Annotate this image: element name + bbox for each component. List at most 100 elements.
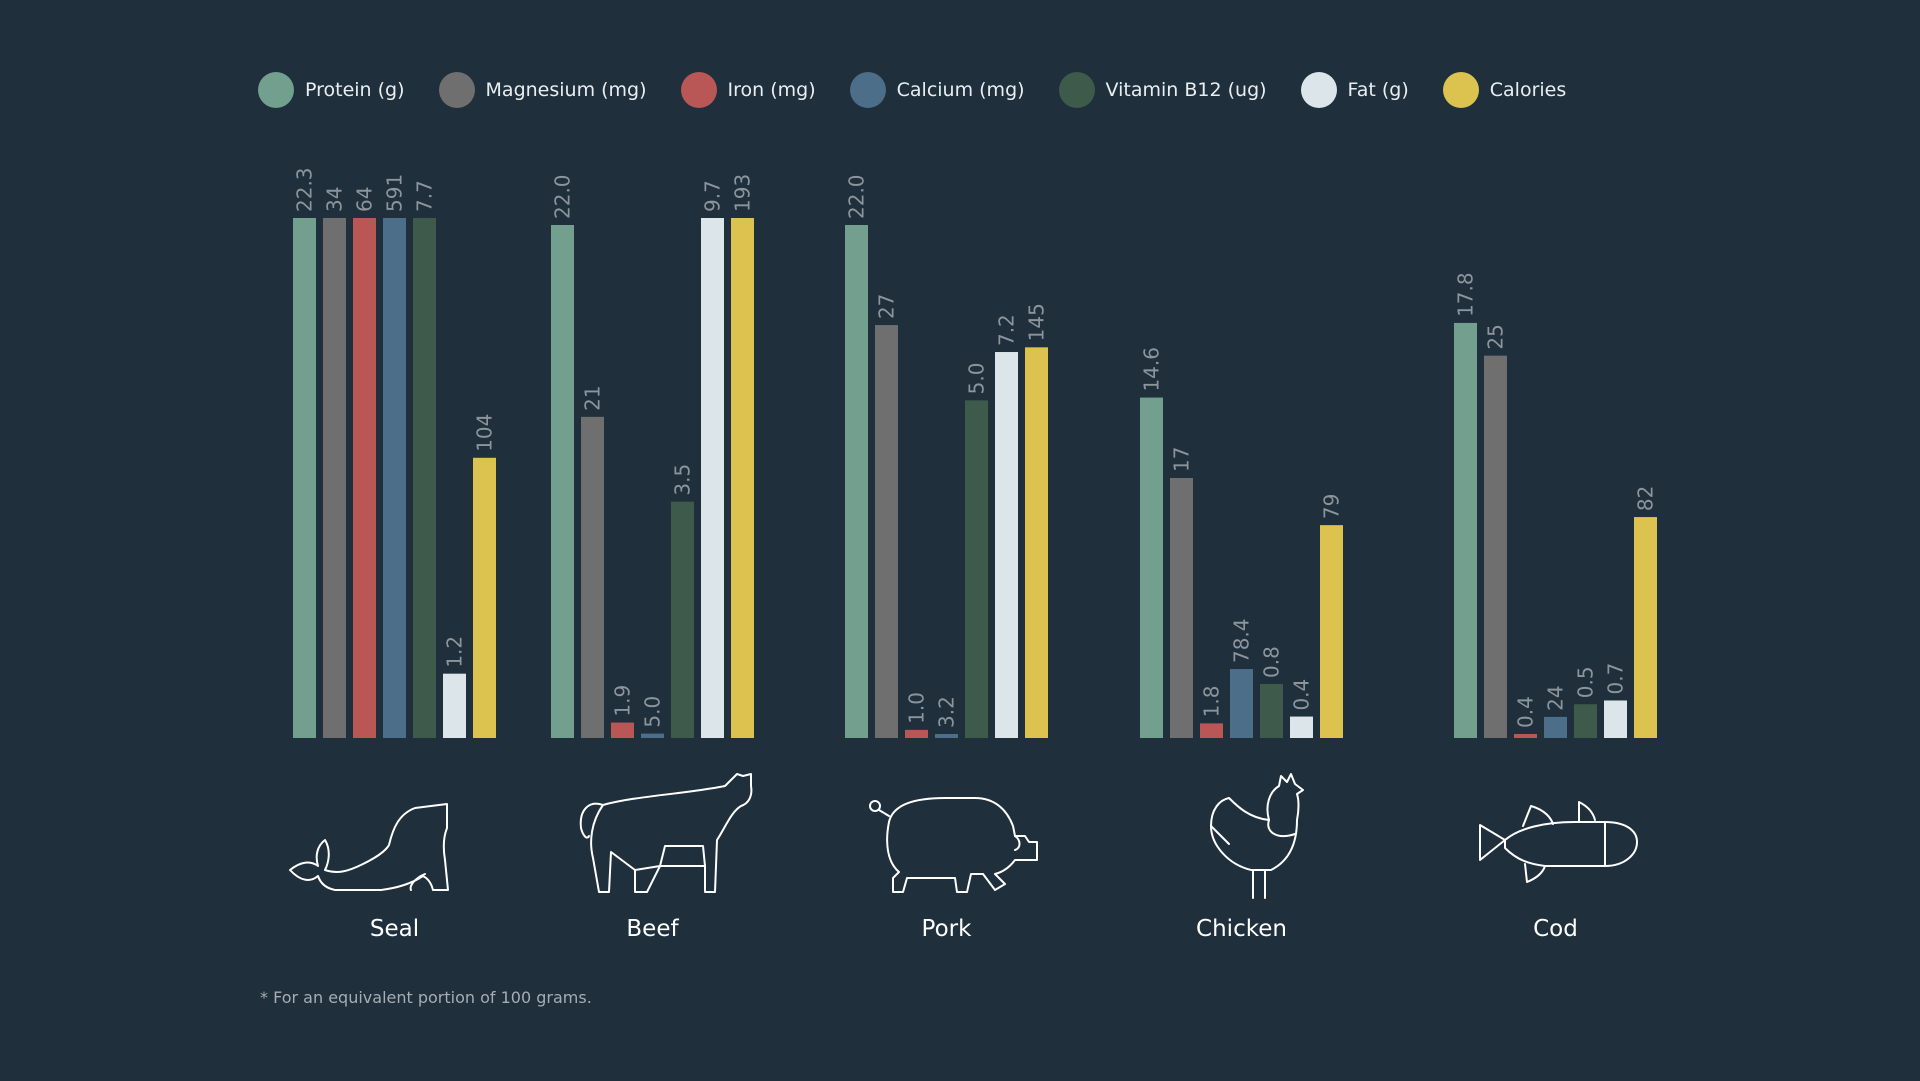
legend-item: Calories (1442, 72, 1567, 108)
bar (581, 416, 604, 738)
legend: Protein (g) Magnesium (mg) Iron (mg) Calciu… (258, 72, 1600, 108)
bar (1230, 669, 1253, 738)
bar (551, 224, 574, 739)
legend-item: Fat (g) (1300, 72, 1409, 108)
legend-label: Vitamin B12 (ug) (1105, 79, 1267, 101)
value-label: 21 (581, 385, 605, 410)
legend-item: Magnesium (mg) (438, 72, 647, 108)
bar (905, 729, 928, 738)
legend-item: Calcium (mg) (849, 72, 1025, 108)
bar (413, 218, 436, 738)
chicken-icon (1210, 773, 1304, 899)
bar (1140, 397, 1163, 738)
value-label: 5.0 (965, 363, 989, 395)
category-label: Cod (1533, 916, 1578, 942)
pig-icon (869, 797, 1038, 893)
legend-swatch (849, 72, 886, 108)
bar (473, 457, 496, 738)
bar (323, 218, 346, 738)
value-label: 9.7 (701, 180, 725, 212)
value-label: 3.5 (671, 464, 695, 496)
value-label: 78.4 (1230, 618, 1254, 663)
legend-swatch (438, 72, 475, 108)
bar (845, 224, 868, 739)
bar (1200, 723, 1223, 738)
bar (935, 734, 958, 738)
value-label: 0.5 (1574, 666, 1598, 698)
value-label: 3.2 (935, 696, 959, 728)
value-label: 591 (383, 174, 407, 212)
legend-item: Vitamin B12 (ug) (1058, 72, 1267, 108)
legend-label: Iron (mg) (727, 79, 816, 101)
legend-label: Calcium (mg) (896, 79, 1025, 101)
cow-icon (579, 773, 753, 893)
value-label: 24 (1544, 685, 1568, 710)
seal-icon (289, 803, 449, 891)
bar (1634, 517, 1657, 738)
bar (1290, 716, 1313, 738)
bar (1574, 704, 1597, 738)
bar (731, 218, 754, 738)
bar (1454, 322, 1477, 738)
bar (965, 400, 988, 738)
legend-swatch (1442, 72, 1479, 108)
legend-swatch (258, 72, 294, 108)
value-label: 0.7 (1604, 663, 1628, 695)
value-label: 145 (1025, 303, 1049, 341)
bar (701, 218, 724, 738)
value-label: 1.2 (443, 636, 467, 668)
value-label: 104 (473, 414, 497, 452)
value-label: 17.8 (1454, 272, 1478, 317)
value-label: 79 (1320, 494, 1344, 519)
bar (1260, 683, 1283, 738)
bar (611, 722, 634, 738)
bar (383, 218, 406, 738)
value-label: 0.4 (1290, 679, 1314, 711)
value-label: 27 (875, 294, 899, 319)
value-label: 82 (1634, 486, 1658, 511)
bar (995, 352, 1018, 738)
value-label: 5.0 (641, 696, 665, 728)
legend-swatch (680, 72, 717, 108)
value-label: 193 (731, 174, 755, 212)
footnote: * For an equivalent portion of 100 grams… (260, 988, 592, 1007)
bar (1025, 347, 1048, 738)
bar (1604, 700, 1627, 738)
value-label: 0.4 (1514, 696, 1538, 728)
bar (1514, 734, 1537, 738)
legend-swatch (1300, 72, 1337, 108)
category-label: Beef (626, 916, 679, 942)
bar (1170, 478, 1193, 738)
value-label: 34 (323, 187, 347, 212)
value-label: 17 (1170, 447, 1194, 472)
bar (641, 733, 664, 738)
value-label: 1.0 (905, 692, 929, 724)
category-label: Chicken (1196, 916, 1287, 942)
value-label: 1.8 (1200, 686, 1224, 718)
legend-item: Iron (mg) (680, 72, 816, 108)
value-label: 22.3 (293, 167, 317, 212)
value-label: 22.0 (845, 174, 869, 219)
bar (1544, 716, 1567, 738)
bar (671, 501, 694, 738)
legend-label: Magnesium (mg) (485, 79, 647, 101)
legend-item: Protein (g) (258, 72, 405, 108)
category-label: Seal (369, 916, 420, 942)
bar (875, 325, 898, 738)
value-label: 14.6 (1140, 347, 1164, 392)
legend-label: Fat (g) (1347, 79, 1409, 101)
value-label: 64 (353, 187, 377, 212)
legend-label: Protein (g) (305, 79, 405, 101)
legend-label: Calories (1489, 79, 1567, 101)
bar (353, 218, 376, 738)
legend-swatch (1058, 72, 1095, 108)
bar (443, 673, 466, 738)
bar (1484, 355, 1507, 738)
value-label: 7.2 (995, 314, 1019, 346)
value-label: 0.8 (1260, 646, 1284, 678)
bar (1320, 525, 1343, 738)
fish-icon (1479, 801, 1638, 883)
value-label: 7.7 (413, 180, 437, 212)
value-label: 22.0 (551, 174, 575, 219)
